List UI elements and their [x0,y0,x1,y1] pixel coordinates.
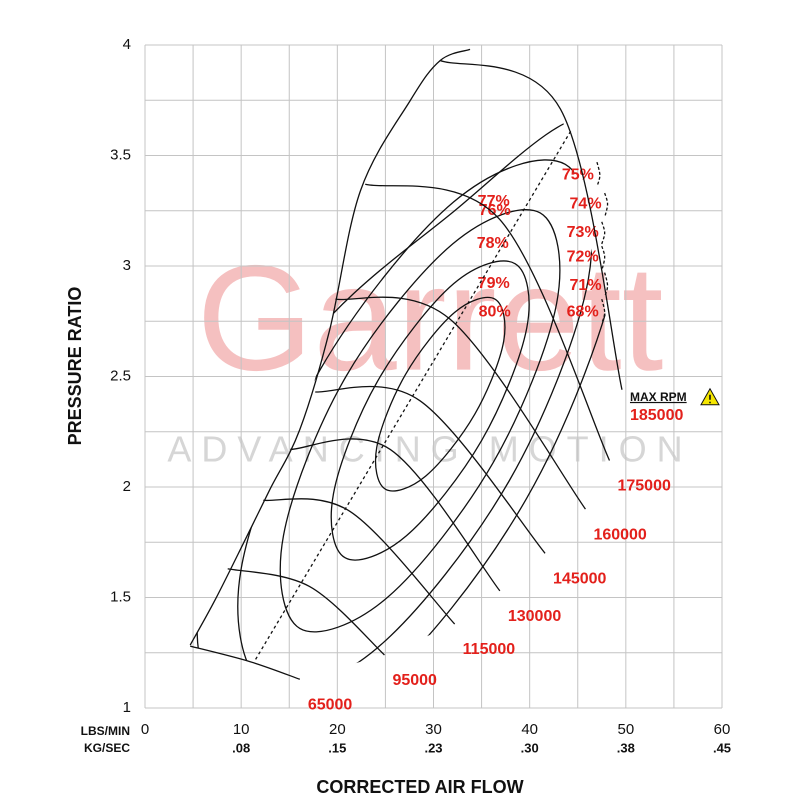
efficiency-island [374,296,506,492]
efficiency-label: 77% [478,193,510,210]
max-rpm-label: MAX RPM [630,390,687,404]
y-tick-label: 4 [123,36,131,53]
speed-label: 160000 [593,526,646,543]
x2-tick-label: .08 [232,740,250,755]
speed-label: 115000 [463,641,516,658]
speed-line [290,438,501,592]
speed-line [439,59,623,390]
speed-label: 130000 [508,608,561,625]
y-tick-label: 1 [123,699,131,716]
peak-efficiency-line [255,128,573,660]
x-tick-label: 40 [521,721,538,738]
y-axis-label: PRESSURE RATIO [65,287,85,446]
speed-line [190,645,301,680]
efficiency-label: 78% [477,235,509,252]
y-tick-label: 3.5 [110,146,131,163]
efficiency-label: 74% [570,195,602,212]
x-tick-label: 10 [233,721,250,738]
y-tick-label: 1.5 [110,588,131,605]
watermark-brand: Garrett [197,234,664,402]
y-tick-label: 2.5 [110,367,131,384]
efficiency-arc [601,245,606,271]
efficiency-arc [604,192,609,218]
speed-line [335,296,586,510]
x2-tick-label: .23 [424,740,442,755]
speed-label: 65000 [308,696,353,713]
efficiency-label: 76% [479,202,511,219]
efficiency-label: 73% [567,224,599,241]
speed-line [315,385,546,554]
efficiency-label: 80% [479,304,511,321]
x-unit: LBS/MIN [81,724,130,738]
efficiency-arc [596,161,601,187]
efficiency-island [330,260,530,561]
efficiency-arc [601,221,606,245]
watermark-tagline: ADVANCING MOTION [167,429,692,470]
speed-label: 175000 [617,478,670,495]
x-tick-label: 30 [425,721,442,738]
x2-tick-label: .38 [617,740,635,755]
x-tick-label: 20 [329,721,346,738]
efficiency-island [196,116,622,680]
x2-tick-label: .30 [521,740,539,755]
x2-tick-label: .45 [713,740,731,755]
efficiency-islands [196,116,622,680]
x-tick-label: 0 [141,721,149,738]
x2-tick-label: .15 [328,740,346,755]
x-tick-label: 50 [617,721,634,738]
speed-line [227,568,385,656]
speed-line [263,498,456,625]
y-tick-label: 2 [123,478,131,495]
x-tick-label: 60 [714,721,731,738]
efficiency-island [279,209,561,633]
x-axis-label: CORRECTED AIR FLOW [316,777,523,797]
efficiency-label: 71% [570,277,602,294]
efficiency-arc [601,298,606,324]
efficiency-label: 68% [567,304,599,321]
y-tick-label: 3 [123,257,131,274]
speed-label: 145000 [553,571,606,588]
speed-label: 185000 [630,407,683,424]
speed-label: 95000 [392,672,437,689]
surge-line [189,48,471,646]
efficiency-label: 79% [478,275,510,292]
efficiency-label: 75% [562,167,594,184]
efficiency-label: 72% [567,248,599,265]
speed-line [365,183,611,461]
efficiency-island [237,159,593,680]
x2-unit: KG/SEC [84,741,130,755]
